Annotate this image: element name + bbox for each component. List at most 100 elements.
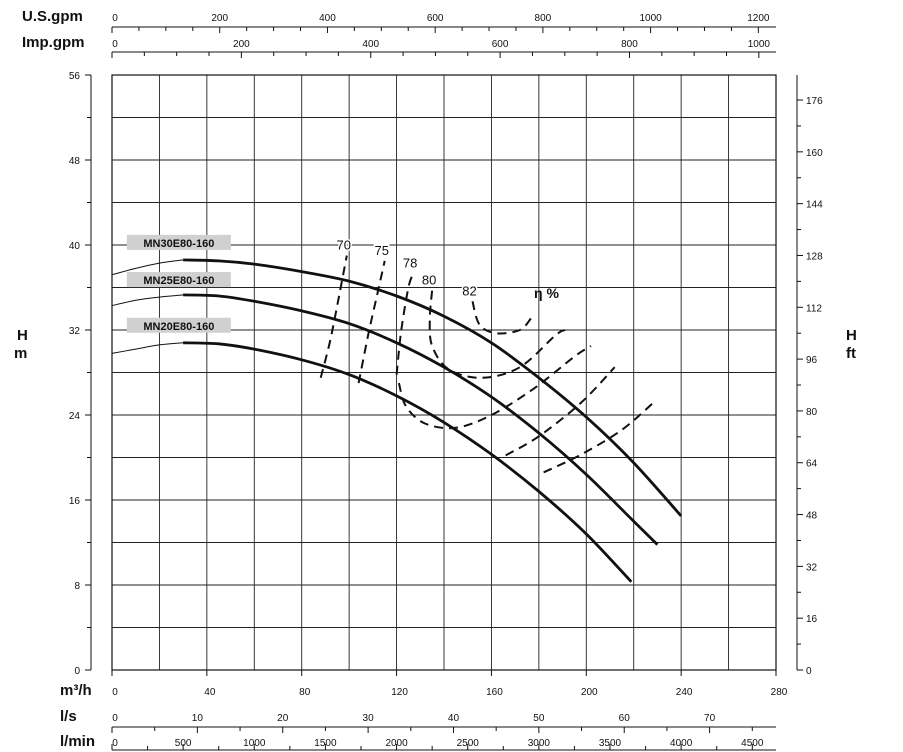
efficiency-label: 75 <box>374 243 388 258</box>
left-axis-label-top: H <box>17 327 28 344</box>
efficiency-curves: 70 75 78 80 82 <box>319 236 656 474</box>
left-axis-tick-label: 0 <box>74 666 80 677</box>
efficiency-curve <box>505 366 616 457</box>
secondary-axis-tick-label: 400 <box>362 39 379 50</box>
right-axis-label-top: H <box>846 327 857 344</box>
right-axis-tick-label: 144 <box>806 200 823 211</box>
curve-MN30E80-160-low-flow <box>111 259 184 276</box>
secondary-axis-tick-label: 1000 <box>748 39 771 50</box>
secondary-axis-tick-label: 30 <box>363 713 375 724</box>
x-axis-tick-label: 120 <box>391 687 408 698</box>
performance-curves <box>111 258 683 583</box>
secondary-axis-tick-label: 200 <box>211 13 228 24</box>
secondary-axis-tick-label: 1200 <box>747 13 770 24</box>
curve-MN20E80-160-low-flow <box>111 342 184 354</box>
model-label-MN25E80-160: MN25E80-160 <box>143 275 214 287</box>
secondary-axis-tick-label: 40 <box>448 713 460 724</box>
curve-MN30E80-160 <box>183 258 683 517</box>
x-axis-tick-label: 160 <box>486 687 503 698</box>
secondary-axis-tick-label: 10 <box>192 713 204 724</box>
curve-MN25E80-160 <box>183 293 659 546</box>
secondary-axis-tick-label: 70 <box>704 713 716 724</box>
x-axis-tick-label: 80 <box>299 687 311 698</box>
secondary-axis-tick-label: 800 <box>621 39 638 50</box>
secondary-axis-tick-label: 0 <box>112 713 118 724</box>
right-axis-tick-label: 64 <box>806 459 818 470</box>
left-axis-tick-label: 8 <box>74 581 80 592</box>
left-axis-tick-label: 16 <box>69 496 81 507</box>
model-label-box <box>126 272 231 288</box>
efficiency-curve <box>357 260 386 384</box>
right-axis-tick-label: 16 <box>806 614 818 625</box>
model-label-MN20E80-160: MN20E80-160 <box>143 321 214 333</box>
secondary-axis-tick-label: 400 <box>319 13 336 24</box>
right-axis-tick-label: 0 <box>806 666 812 677</box>
right-axis-tick-label: 80 <box>806 407 818 418</box>
left-axis-tick-label: 32 <box>69 326 81 337</box>
right-axis-label-bottom: ft <box>846 345 856 362</box>
model-label-box <box>126 317 231 333</box>
x-axis-label: m³/h <box>60 682 92 699</box>
right-axis-tick-label: 128 <box>806 251 823 262</box>
curve-MN25E80-160-low-flow <box>111 294 184 307</box>
x-axis-tick-label: 200 <box>581 687 598 698</box>
secondary-axis-tick-label: 600 <box>427 13 444 24</box>
model-label-MN30E80-160: MN30E80-160 <box>143 238 214 250</box>
efficiency-label: 78 <box>403 256 417 271</box>
left-axis-tick-label: 24 <box>69 411 81 422</box>
imp-gpm-axis-label: Imp.gpm <box>22 34 85 51</box>
right-axis-tick-label: 160 <box>806 148 823 159</box>
grid <box>112 75 776 670</box>
right-axis-tick-label: 96 <box>806 355 818 366</box>
efficiency-curve <box>319 255 348 379</box>
right-axis-tick-label: 32 <box>806 562 818 573</box>
secondary-axis-tick-label: 1500 <box>314 738 337 749</box>
x-axis-tick-label: 40 <box>204 687 216 698</box>
secondary-axis-tick-label: 600 <box>492 39 509 50</box>
efficiency-curve <box>471 301 533 335</box>
x-axis-tick-label: 280 <box>771 687 788 698</box>
efficiency-unit-label: η % <box>534 285 559 301</box>
model-label-box <box>126 234 231 250</box>
secondary-axis-tick-label: 50 <box>533 713 545 724</box>
secondary-axis-tick-label: 60 <box>619 713 631 724</box>
efficiency-label: 70 <box>337 238 351 253</box>
right-axis-tick-label: 48 <box>806 511 818 522</box>
efficiency-curve <box>395 273 415 375</box>
secondary-axis-tick-label: 3500 <box>599 738 622 749</box>
secondary-axis-tick-label: 0 <box>112 13 118 24</box>
right-axis-tick-label: 176 <box>806 96 823 107</box>
x-axis-tick-label: 240 <box>676 687 693 698</box>
secondary-axis-tick-label: 3000 <box>528 738 551 749</box>
secondary-axis-tick-label: 2500 <box>457 738 480 749</box>
axes <box>90 26 798 751</box>
secondary-axis-tick-label: 20 <box>277 713 289 724</box>
secondary-axis-tick-label: 4500 <box>741 738 764 749</box>
efficiency-curve <box>397 345 592 430</box>
secondary-axis-tick-label: 4000 <box>670 738 693 749</box>
x-axis-tick-label: 0 <box>112 687 118 698</box>
curve-MN20E80-160 <box>183 341 633 583</box>
efficiency-curve <box>428 290 566 379</box>
efficiency-label: 82 <box>462 283 476 298</box>
left-axis-tick-label: 48 <box>69 156 81 167</box>
lmin-axis-label: l/min <box>60 733 95 750</box>
ls-axis-label: l/s <box>60 708 77 725</box>
right-axis-tick-label: 112 <box>806 303 822 314</box>
efficiency-curve <box>543 400 656 474</box>
secondary-axis-tick-label: 500 <box>175 738 192 749</box>
secondary-axis-tick-label: 200 <box>233 39 250 50</box>
secondary-axis-tick-label: 1000 <box>243 738 266 749</box>
secondary-axis-tick-label: 2000 <box>385 738 408 749</box>
left-axis-tick-label: 40 <box>69 241 81 252</box>
left-axis-tick-label: 56 <box>69 71 81 82</box>
left-axis-label-bottom: m <box>14 345 27 362</box>
secondary-axis-tick-label: 0 <box>112 738 118 749</box>
secondary-axis-tick-label: 1000 <box>639 13 662 24</box>
chart-labels: MN30E80-160 MN25E80-160 MN20E80-160 <box>126 234 231 333</box>
secondary-axis-tick-label: 800 <box>535 13 552 24</box>
ticks: 0 8 16 24 32 40 48 56 0 16 32 48 64 80 96 112 128 144 160 1… <box>69 13 823 750</box>
us-gpm-axis-label: U.S.gpm <box>22 8 83 25</box>
efficiency-label: 80 <box>422 273 436 288</box>
